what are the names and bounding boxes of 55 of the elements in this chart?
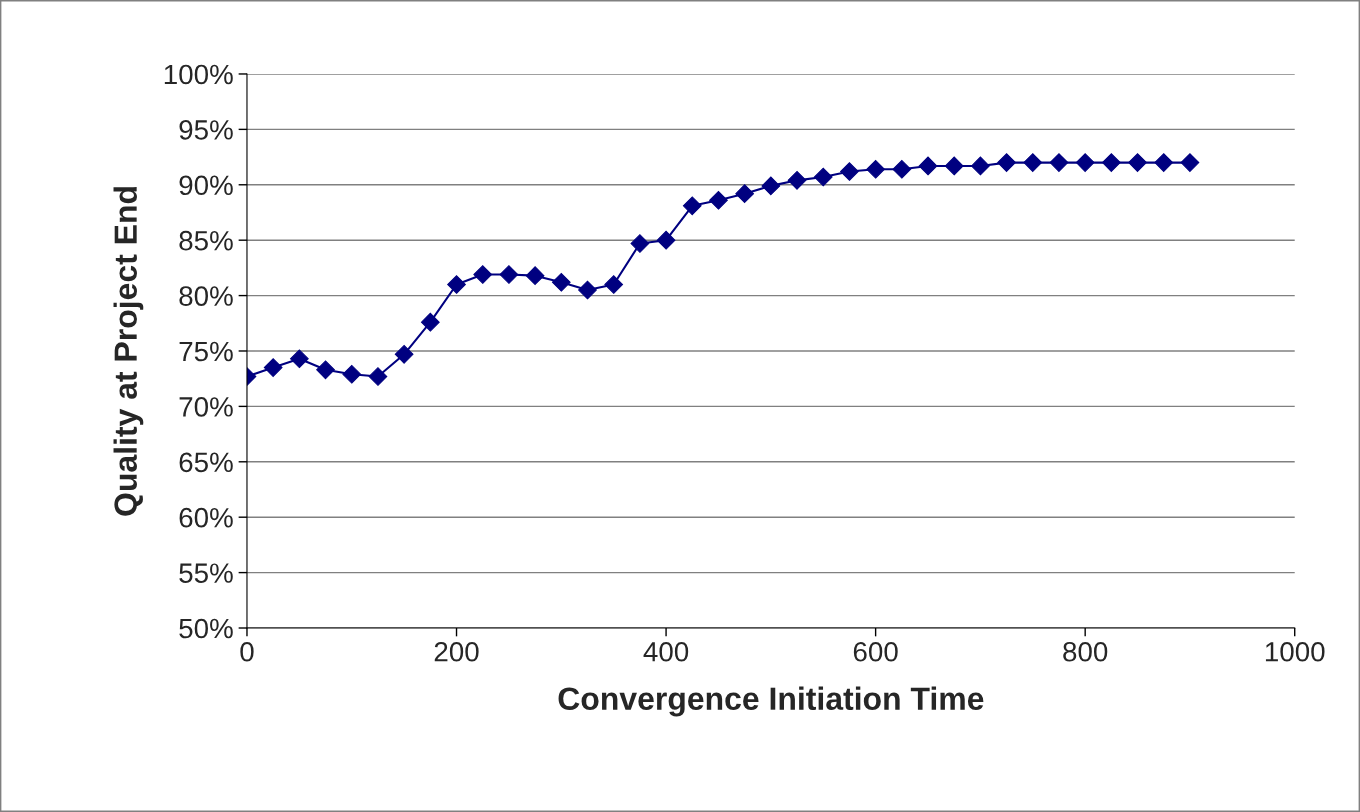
point [316,360,335,380]
point [971,156,990,176]
y-tick-label: 55% [179,563,233,583]
y-tick-label: 50% [179,618,233,639]
x-tick-label: 200 [434,641,479,662]
point [1128,153,1147,172]
point [866,159,885,179]
point [604,275,624,294]
y-tick-label: 60% [179,507,233,528]
point [1075,153,1095,172]
x-tick-label: 800 [1063,641,1108,662]
y-tick-label: 100% [164,64,233,85]
point [578,280,597,300]
y-tick-label: 90% [179,175,233,196]
y-tick-label: 80% [179,286,233,306]
point [892,159,912,179]
point [499,265,519,284]
y-tick-label: 85% [179,230,233,251]
point [1102,153,1121,172]
x-tick-label: 600 [853,641,898,662]
point [709,190,728,210]
point [1180,153,1200,172]
point [918,156,938,176]
x-axis-title: Convergence Initiation Time [558,686,984,717]
point [1023,153,1043,172]
point [420,312,440,332]
point [944,156,964,176]
y-tick-label: 75% [179,341,233,362]
point [682,196,702,216]
point [1154,153,1174,172]
point [263,358,283,377]
point [761,176,781,196]
point [656,230,676,250]
point [342,364,362,384]
point [551,272,571,292]
y-axis-title: Quality at Project End [113,187,144,516]
point [997,153,1016,172]
point [525,266,545,285]
y-tick-label: 65% [179,452,233,473]
point [787,170,807,190]
point [394,344,414,364]
point [473,265,493,284]
point [290,349,309,369]
point [630,234,650,253]
point [813,167,833,187]
point [447,275,466,294]
x-tick-label: 400 [643,641,689,662]
point [735,184,755,203]
y-tick-label: 70% [179,397,233,417]
point [1049,153,1069,172]
y-tick-label: 95% [179,120,233,140]
point [368,367,388,386]
x-tick-label: 1000 [1265,641,1325,662]
x-tick-label: 0 [240,641,254,662]
point [840,162,859,181]
